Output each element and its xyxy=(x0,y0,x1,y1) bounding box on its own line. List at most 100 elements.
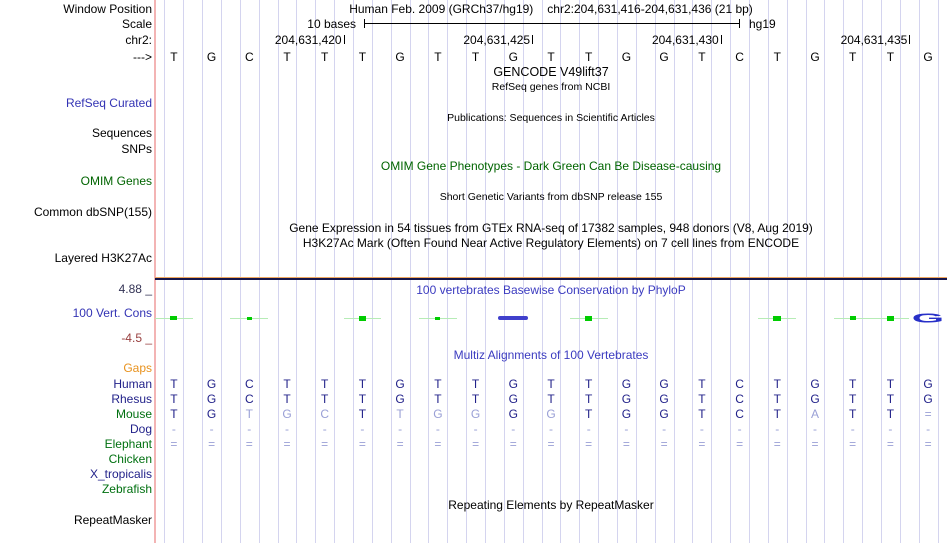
grid-line xyxy=(730,0,732,543)
alignment-cell-elephant: = xyxy=(773,437,781,451)
alignment-cell-human: T xyxy=(283,377,291,391)
alignment-cell-rhesus: T xyxy=(434,392,442,406)
title-h3k27ac: H3K27Ac Mark (Often Found Near Active Re… xyxy=(302,236,800,250)
title-gencode: GENCODE V49lift37 xyxy=(493,65,609,79)
h3k27ac-baseline-navy xyxy=(155,278,947,280)
title-multiz: Multiz Alignments of 100 Vertebrates xyxy=(453,348,649,362)
grid-line xyxy=(503,0,505,543)
track-label-layered-h3k27ac[interactable]: Layered H3K27Ac xyxy=(54,251,152,265)
alignment-cell-dog: - xyxy=(360,422,365,436)
base-letter: T xyxy=(321,50,329,64)
grid-line xyxy=(390,0,392,543)
alignment-cell-rhesus: T xyxy=(358,392,367,406)
alignment-cell-dog: - xyxy=(473,422,478,436)
base-letter: C xyxy=(735,50,744,64)
grid-line xyxy=(673,0,675,543)
alignment-cell-rhesus: T xyxy=(773,392,781,406)
alignment-cell-mouse: T xyxy=(358,407,367,421)
alignment-cell-rhesus: T xyxy=(585,392,593,406)
conservation-blue-g-glyph: G xyxy=(911,310,945,326)
alignment-cell-rhesus: G xyxy=(206,392,217,406)
alignment-cell-dog: - xyxy=(322,422,327,436)
species-label-zebrafish[interactable]: Zebrafish xyxy=(101,482,152,496)
grid-line xyxy=(485,0,486,543)
grid-line xyxy=(881,0,882,543)
track-label-omim-genes[interactable]: OMIM Genes xyxy=(80,174,152,188)
base-letter: G xyxy=(810,50,820,64)
species-label-mouse[interactable]: Mouse xyxy=(115,407,152,421)
base-letter: T xyxy=(283,50,291,64)
grid-line xyxy=(353,0,354,543)
track-label-repeatmasker[interactable]: RepeatMasker xyxy=(73,513,152,527)
alignment-cell-mouse: T xyxy=(170,407,178,421)
alignment-cell-elephant: = xyxy=(924,437,932,451)
conservation-score-tick xyxy=(585,315,593,321)
alignment-cell-mouse: G xyxy=(659,407,669,421)
alignment-cell-dog: - xyxy=(624,422,629,436)
alignment-cell-dog: - xyxy=(586,422,591,436)
grid-line xyxy=(711,0,713,543)
alignment-cell-elephant: = xyxy=(811,437,819,451)
alignment-cell-human: C xyxy=(244,377,254,391)
alignment-cell-dog: - xyxy=(171,422,176,436)
track-label-refseq-curated[interactable]: RefSeq Curated xyxy=(65,96,152,110)
alignment-cell-elephant: = xyxy=(886,437,894,451)
alignment-cell-mouse: T xyxy=(698,407,706,421)
alignment-cell-rhesus: T xyxy=(849,392,857,406)
species-label-elephant[interactable]: Elephant xyxy=(104,437,152,451)
grid-line xyxy=(447,0,449,543)
grid-line xyxy=(428,0,430,543)
alignment-cell-elephant: = xyxy=(208,437,216,451)
ruler-tick xyxy=(720,35,722,44)
grid-line xyxy=(371,0,373,543)
base-letter: T xyxy=(434,50,442,64)
position-title: chr2:204,631,416-204,631,436 (21 bp) xyxy=(547,2,753,16)
alignment-cell-elephant: = xyxy=(660,437,668,451)
track-label-sequences[interactable]: Sequences xyxy=(91,126,152,140)
grid-line xyxy=(202,0,204,543)
chrom-label: chr2: xyxy=(125,33,152,47)
grid-line xyxy=(749,0,750,543)
strand-label: ---> xyxy=(133,50,152,64)
alignment-cell-dog: - xyxy=(699,422,704,436)
track-label-snps[interactable]: SNPs xyxy=(121,142,152,156)
alignment-cell-human: G xyxy=(923,377,933,391)
scale-value: 10 bases xyxy=(307,17,356,31)
alignment-cell-dog: - xyxy=(775,422,780,436)
alignment-cell-rhesus: G xyxy=(508,392,518,406)
alignment-cell-elephant: = xyxy=(547,437,555,451)
track-label-common-dbsnp[interactable]: Common dbSNP(155) xyxy=(33,205,152,219)
alignment-cell-human: T xyxy=(849,377,857,391)
alignment-cell-rhesus: T xyxy=(886,392,895,406)
subtitle-refseq: RefSeq genes from NCBI xyxy=(491,81,611,93)
alignment-cell-rhesus: G xyxy=(923,392,933,406)
species-label-x_tropicalis[interactable]: X_tropicalis xyxy=(89,467,152,481)
base-letter: G xyxy=(659,50,669,64)
species-label-rhesus[interactable]: Rhesus xyxy=(111,392,152,406)
alignment-cell-mouse: T xyxy=(773,407,781,421)
grid-line xyxy=(805,0,807,543)
alignment-cell-elephant: = xyxy=(245,437,253,451)
species-label-human[interactable]: Human xyxy=(113,377,152,391)
species-label-chicken[interactable]: Chicken xyxy=(108,452,152,466)
species-label-dog[interactable]: Dog xyxy=(129,422,152,436)
base-letter: T xyxy=(547,50,555,64)
alignment-cell-elephant: = xyxy=(321,437,329,451)
conservation-score-tick xyxy=(358,315,366,321)
alignment-cell-human: T xyxy=(585,377,593,391)
alignment-cell-dog: - xyxy=(850,422,855,436)
alignment-cell-mouse: = xyxy=(924,407,932,421)
alignment-cell-rhesus: T xyxy=(170,392,178,406)
title-publications: Publications: Sequences in Scientific Ar… xyxy=(447,112,655,124)
track-label-100-vert-cons[interactable]: 100 Vert. Cons xyxy=(72,306,152,320)
title-gtex: Gene Expression in 54 tissues from GTEx … xyxy=(289,221,813,235)
base-letter: C xyxy=(244,50,254,64)
alignment-cell-dog: - xyxy=(398,422,403,436)
alignment-cell-human: T xyxy=(886,377,895,391)
grid-line xyxy=(617,0,618,543)
species-label-gaps[interactable]: Gaps xyxy=(123,361,152,375)
base-letter: G xyxy=(395,50,405,64)
alignment-cell-rhesus: T xyxy=(698,392,706,406)
grid-line xyxy=(786,0,788,543)
ruler-number: 204,631,425 xyxy=(463,33,531,47)
